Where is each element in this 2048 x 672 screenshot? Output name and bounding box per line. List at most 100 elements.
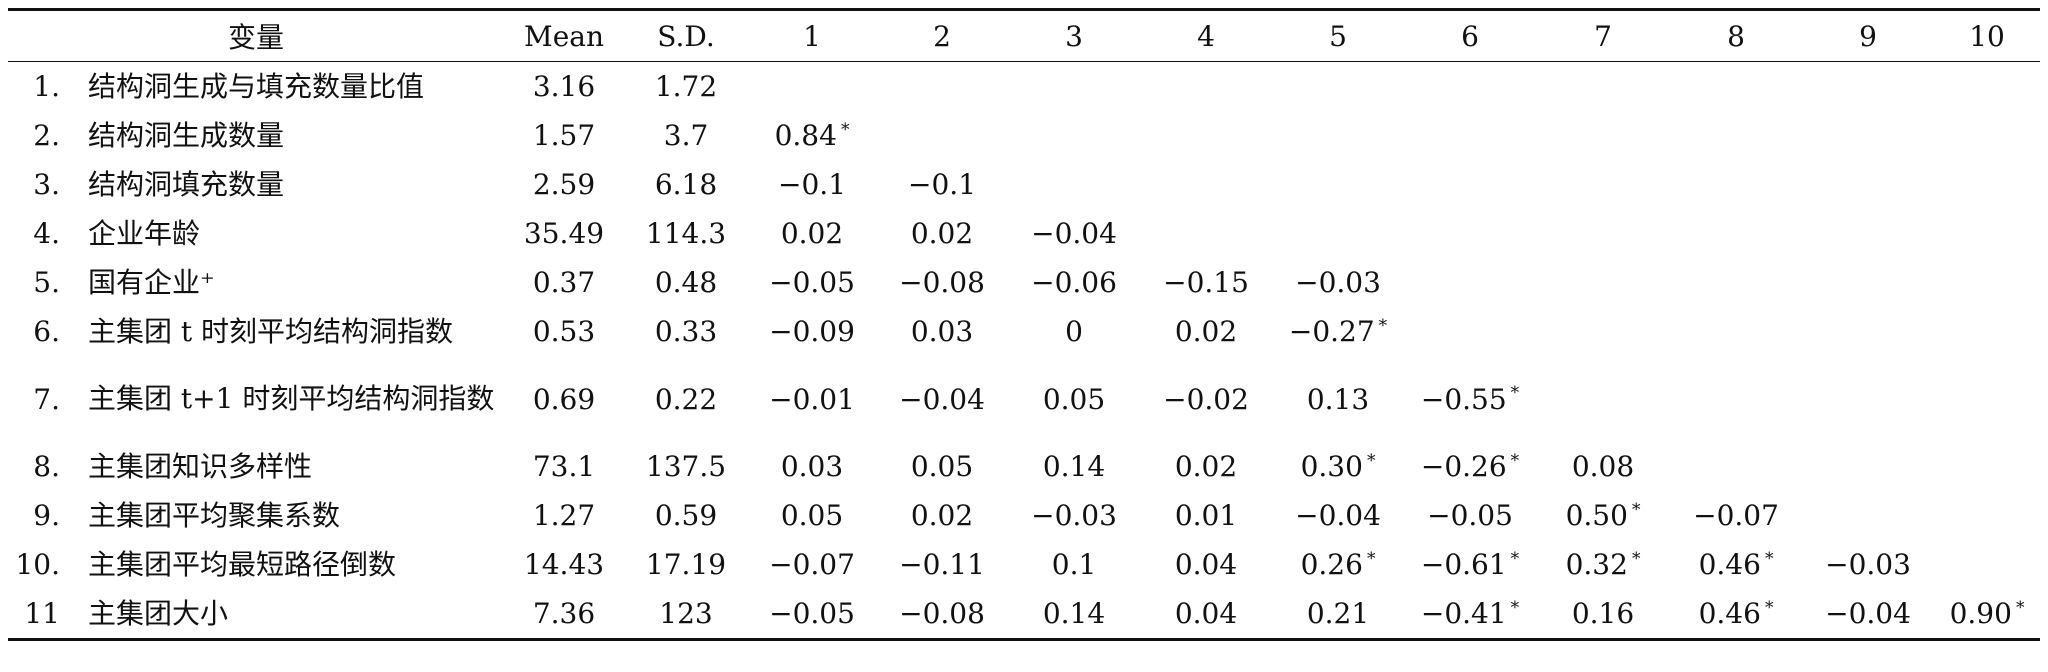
correlation-cell: 0.50 *	[1536, 491, 1670, 540]
correlation-cell: −0.08	[876, 589, 1008, 640]
correlation-value: −0.55	[1420, 382, 1507, 416]
variable-name: 结构洞生成与填充数量比值	[88, 69, 425, 103]
correlation-cell	[1670, 111, 1802, 160]
header-mean: Mean	[524, 19, 604, 53]
correlation-cell: 0.90 *	[1934, 589, 2040, 640]
correlation-cell: 0.32 *	[1536, 540, 1670, 589]
correlation-cell	[1802, 160, 1934, 209]
variable-name: 主集团平均最短路径倒数	[88, 547, 397, 581]
table-row: 1. 结构洞生成与填充数量比值 3.16 1.72	[8, 62, 2040, 112]
correlation-value: −0.02	[1163, 382, 1249, 416]
correlation-value: −0.05	[769, 266, 855, 299]
significance-mark: *	[1378, 315, 1388, 336]
correlation-value: 0.05	[780, 499, 844, 532]
header-variable: 变量	[228, 21, 285, 54]
header-row: 变量 Mean S.D. 1 2 3 4 5 6 7 8 9 10	[8, 9, 2041, 62]
sd-value: 0.22	[654, 382, 718, 416]
correlation-value: 0.02	[780, 217, 844, 250]
correlation-cell	[1802, 491, 1934, 540]
correlation-cell	[1670, 62, 1802, 112]
correlation-cell: −0.03	[1008, 491, 1140, 540]
sd-value: 0.48	[654, 266, 718, 299]
table-row: 6. 主集团 t 时刻平均结构洞指数 0.53 0.33 −0.09 0.03 0 0.02 −…	[8, 307, 2040, 356]
correlation-cell: −0.04	[876, 356, 1008, 442]
table-row: 7. 主集团 t+1 时刻平均结构洞指数 0.69 0.22 −0.01 −0.04 0.0…	[8, 356, 2040, 442]
correlation-cell	[876, 111, 1008, 160]
correlation-table: 变量 Mean S.D. 1 2 3 4 5 6 7 8 9 10 1. 结构洞生…	[8, 8, 2041, 641]
correlation-cell: 0.02	[748, 209, 876, 258]
correlation-cell	[1802, 356, 1934, 442]
correlation-cell	[1670, 209, 1802, 258]
row-number: 1.	[33, 70, 60, 103]
correlation-value: 0.08	[1571, 450, 1635, 483]
correlation-value: −0.41	[1420, 597, 1507, 630]
correlation-value: 0.1	[1051, 548, 1097, 581]
correlation-value: 0.02	[910, 217, 974, 250]
correlation-cell	[1272, 111, 1404, 160]
correlation-cell	[1670, 356, 1802, 442]
correlation-cell	[1404, 111, 1536, 160]
correlation-cell	[1140, 111, 1272, 160]
table-body: 1. 结构洞生成与填充数量比值 3.16 1.72 2. 结构洞生成数量 1.57 3.7 0.…	[8, 62, 2041, 640]
correlation-cell	[1934, 356, 2040, 442]
correlation-cell	[1140, 160, 1272, 209]
correlation-cell	[1670, 258, 1802, 307]
significance-mark: *	[1631, 548, 1641, 569]
table-row: 8. 主集团知识多样性 73.1 137.5 0.03 0.05 0.14 0.02 0.30 *…	[8, 442, 2040, 491]
significance-mark: *	[1510, 450, 1520, 471]
significance-mark: *	[2015, 597, 2025, 618]
variable-name: 主集团知识多样性	[88, 449, 313, 483]
correlation-cell: 0.30 *	[1272, 442, 1404, 491]
table-row: 10. 主集团平均最短路径倒数 14.43 17.19 −0.07 −0.11 0.1 0.0…	[8, 540, 2040, 589]
correlation-value: 0.13	[1306, 382, 1370, 416]
correlation-value: −0.03	[1031, 499, 1117, 532]
correlation-cell: −0.1	[876, 160, 1008, 209]
correlation-cell	[1272, 62, 1404, 112]
variable-name: 企业年龄	[88, 216, 201, 250]
correlation-cell: 0.05	[748, 491, 876, 540]
correlation-value: 0.02	[1174, 450, 1238, 483]
header-col-3: 3	[1065, 19, 1083, 53]
correlation-cell	[1934, 491, 2040, 540]
variable-name: 主集团 t+1 时刻平均结构洞指数	[88, 382, 495, 415]
header-col-5: 5	[1329, 19, 1347, 53]
correlation-cell	[1536, 160, 1670, 209]
significance-mark: *	[1764, 597, 1774, 618]
correlation-cell: 0.03	[748, 442, 876, 491]
correlation-value: 0.14	[1042, 450, 1106, 483]
correlation-value: −0.27	[1288, 315, 1375, 348]
correlation-cell: −0.06	[1008, 258, 1140, 307]
correlation-value: −0.61	[1420, 548, 1507, 581]
correlation-cell: 0.21	[1272, 589, 1404, 640]
header-col-9: 9	[1859, 19, 1877, 53]
correlation-value: −0.07	[1693, 499, 1779, 532]
correlation-cell	[1272, 209, 1404, 258]
mean-value: 73.1	[532, 450, 596, 483]
correlation-cell	[1802, 258, 1934, 307]
correlation-cell: 0.14	[1008, 589, 1140, 640]
correlation-cell: 0.04	[1140, 589, 1272, 640]
correlation-cell	[1934, 442, 2040, 491]
table-row: 4. 企业年龄 35.49 114.3 0.02 0.02 −0.04	[8, 209, 2040, 258]
correlation-cell: 0.04	[1140, 540, 1272, 589]
correlation-value: 0.05	[1042, 382, 1106, 416]
header-col-10: 10	[1969, 19, 2005, 53]
correlation-cell	[1802, 209, 1934, 258]
correlation-cell: 0.1	[1008, 540, 1140, 589]
table-row: 3. 结构洞填充数量 2.59 6.18 −0.1 −0.1	[8, 160, 2040, 209]
correlation-cell: 0.01	[1140, 491, 1272, 540]
correlation-cell	[876, 62, 1008, 112]
correlation-cell: 0	[1008, 307, 1140, 356]
variable-name: 结构洞填充数量	[88, 167, 285, 201]
correlation-value: −0.08	[899, 266, 985, 299]
correlation-cell	[1140, 209, 1272, 258]
correlation-cell: −0.26 *	[1404, 442, 1536, 491]
correlation-cell: 0.02	[1140, 307, 1272, 356]
correlation-cell: −0.05	[748, 589, 876, 640]
correlation-value: −0.09	[769, 315, 855, 348]
significance-mark: *	[840, 119, 850, 140]
correlation-value: 0.46	[1698, 597, 1761, 630]
correlation-cell	[1670, 307, 1802, 356]
correlation-value: 0.50	[1565, 499, 1628, 532]
correlation-cell: 0.05	[876, 442, 1008, 491]
